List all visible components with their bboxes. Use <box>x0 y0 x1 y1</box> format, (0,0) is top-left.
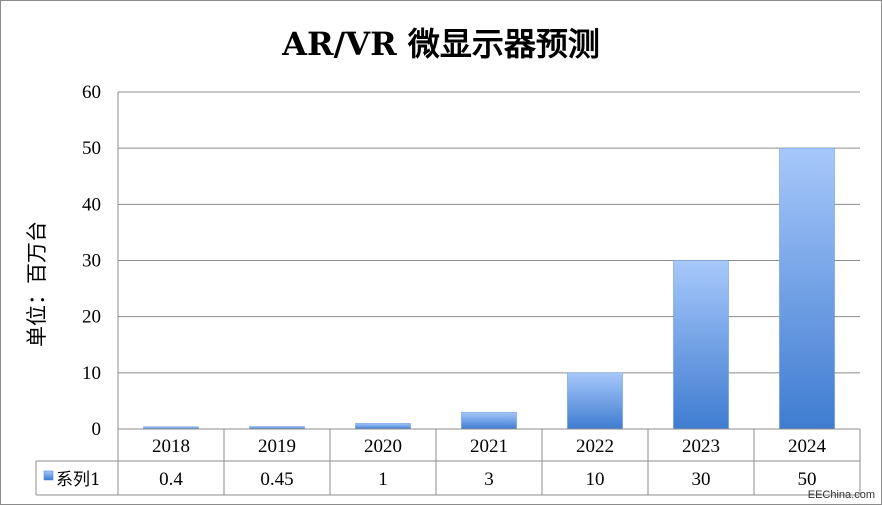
y-tick-label: 0 <box>92 419 102 440</box>
x-tick-label: 2022 <box>576 436 614 457</box>
x-tick-label: 2019 <box>258 436 296 457</box>
bar-2020 <box>355 423 411 430</box>
data-table-value: 1 <box>378 469 388 490</box>
bar-2021 <box>461 411 517 430</box>
y-tick-label: 40 <box>82 194 101 215</box>
data-table-value: 0.45 <box>260 469 293 490</box>
y-tick-label: 10 <box>82 363 101 384</box>
data-table-value: 50 <box>798 469 817 490</box>
watermark: EEChina.com <box>808 489 875 501</box>
data-table-value: 0.4 <box>159 469 183 490</box>
x-tick-label: 2023 <box>682 436 720 457</box>
bar-2023 <box>673 260 729 430</box>
data-table-value: 10 <box>586 469 605 490</box>
chart-title: AR/VR 微显示器预测 <box>281 25 600 63</box>
x-tick-label: 2021 <box>470 436 508 457</box>
bars <box>143 147 835 430</box>
legend-swatch <box>43 470 54 481</box>
legend-label: 系列1 <box>56 470 101 490</box>
y-tick-label: 30 <box>82 251 101 272</box>
y-tick-label: 50 <box>82 138 101 159</box>
y-tick-labels: 0 10 20 30 40 50 60 <box>82 82 101 440</box>
x-tick-label: 2020 <box>364 436 402 457</box>
x-tick-label: 2024 <box>788 436 827 457</box>
x-tick-label: 2018 <box>152 436 190 457</box>
data-table-value: 30 <box>692 469 711 490</box>
data-table: 2018 0.4 2019 0.45 2020 1 2021 3 2022 10 2023 30 202… <box>35 428 861 496</box>
y-tick-label: 20 <box>82 307 101 328</box>
data-table-value: 3 <box>484 469 494 490</box>
y-axis-label: 单位：百万台 <box>25 221 49 347</box>
bar-2024 <box>779 147 835 430</box>
y-tick-label: 60 <box>82 82 101 103</box>
bar-2022 <box>567 372 623 430</box>
gridlines <box>117 91 860 430</box>
legend: 系列1 <box>43 470 101 490</box>
